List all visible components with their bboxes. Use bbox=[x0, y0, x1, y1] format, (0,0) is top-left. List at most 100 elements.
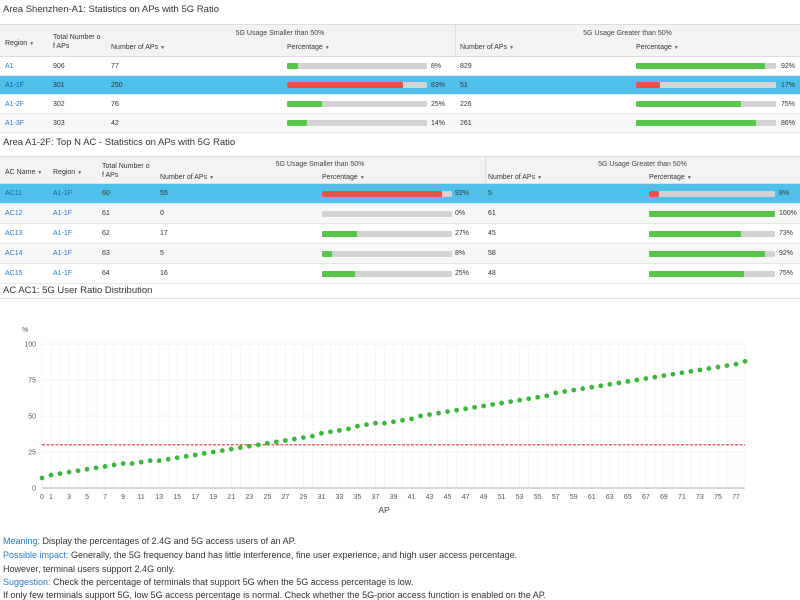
col-header-pct-greater[interactable]: Percentage ▼ bbox=[649, 174, 692, 181]
col-header-region[interactable]: Region ▼ bbox=[5, 40, 35, 47]
region-link[interactable]: A1-2F bbox=[5, 101, 25, 108]
col-header-num-smaller[interactable]: Number of APs ▼ bbox=[160, 174, 215, 181]
sort-caret-icon: ▼ bbox=[509, 45, 515, 51]
table-row[interactable]: AC12 A1-1F 61 0 0% 61 100% bbox=[0, 204, 800, 224]
data-point bbox=[472, 404, 478, 410]
sort-caret-icon: ▼ bbox=[37, 170, 43, 176]
num-aps-greater: 226 bbox=[460, 101, 472, 108]
x-tick-label: 69 bbox=[660, 494, 668, 501]
percentage-bar-smaller bbox=[322, 231, 452, 237]
data-point bbox=[66, 469, 72, 475]
data-point bbox=[400, 417, 405, 423]
region-link[interactable]: A1-1F bbox=[53, 210, 73, 217]
x-tick-label: 51 bbox=[498, 494, 506, 501]
bar-fill bbox=[287, 120, 307, 126]
num-aps-smaller: 42 bbox=[111, 120, 119, 127]
percentage-bar-greater bbox=[636, 82, 776, 88]
percentage-bar-smaller bbox=[322, 191, 452, 197]
group-header-greater: 5G Usage Greater than 50% bbox=[598, 161, 687, 168]
col-header-num-smaller[interactable]: Number of APs ▼ bbox=[111, 44, 166, 51]
ac-name-link[interactable]: AC15 bbox=[5, 270, 23, 277]
x-tick-label: 0 bbox=[40, 494, 44, 501]
num-aps-greater: 61 bbox=[488, 210, 496, 217]
section3-title: AC AC1: 5G User Ratio Distribution bbox=[3, 285, 153, 296]
region-link[interactable]: A1-1F bbox=[53, 270, 73, 277]
percentage-bar-greater bbox=[636, 101, 776, 107]
col-header-region[interactable]: Region ▼ bbox=[53, 169, 83, 176]
table-row[interactable]: AC11 A1-1F 60 55 92% 5 8% bbox=[0, 184, 800, 204]
data-point bbox=[607, 381, 613, 387]
num-aps-greater: 58 bbox=[488, 250, 496, 257]
col-header-ac-name[interactable]: AC Name ▼ bbox=[5, 169, 43, 176]
ac-name-link[interactable]: AC12 bbox=[5, 210, 23, 217]
x-tick-label: 11 bbox=[138, 494, 145, 501]
table-row[interactable]: A1-3F 303 42 14% 261 86% bbox=[0, 114, 800, 133]
total-aps: 302 bbox=[53, 101, 65, 108]
region-link[interactable]: A1-1F bbox=[53, 250, 73, 257]
y-tick-label: 50 bbox=[28, 414, 36, 421]
data-point bbox=[724, 363, 730, 368]
percentage-label-greater: 100% bbox=[779, 210, 797, 217]
ac-name-link[interactable]: AC13 bbox=[5, 230, 23, 237]
percentage-bar-greater bbox=[636, 120, 776, 126]
table-row[interactable]: AC13 A1-1F 62 17 27% 45 73% bbox=[0, 224, 800, 244]
col-header-pct-greater[interactable]: Percentage ▼ bbox=[636, 44, 679, 51]
region-link[interactable]: A1-1F bbox=[53, 230, 73, 237]
x-tick-label: 67 bbox=[642, 494, 650, 501]
percentage-bar-smaller bbox=[287, 82, 427, 88]
ac-name-link[interactable]: AC11 bbox=[5, 190, 22, 197]
data-point bbox=[418, 413, 423, 419]
col-header-pct-smaller[interactable]: Percentage ▼ bbox=[287, 44, 330, 51]
x-tick-label: 1 bbox=[49, 494, 53, 501]
suggestion-note-line2: If only few terminals support 5G, low 5G… bbox=[3, 590, 547, 600]
percentage-label-smaller: 25% bbox=[455, 270, 470, 277]
region-link[interactable]: A1-1F bbox=[53, 190, 73, 197]
table-row[interactable]: AC15 A1-1F 64 16 25% 48 75% bbox=[0, 264, 800, 284]
x-tick-label: 45 bbox=[444, 494, 452, 501]
sort-caret-icon: ▼ bbox=[324, 45, 330, 51]
percentage-bar-smaller bbox=[287, 120, 427, 126]
impact-label: Possible impact: bbox=[3, 550, 69, 560]
percentage-label-smaller: 92% bbox=[455, 190, 470, 197]
total-aps: 303 bbox=[53, 120, 65, 127]
num-aps-greater: 5 bbox=[488, 190, 492, 197]
table-row[interactable]: AC14 A1-1F 63 5 8% 58 92% bbox=[0, 244, 800, 264]
x-tick-label: 57 bbox=[552, 494, 560, 501]
table-row[interactable]: A1-2F 302 76 25% 226 75% bbox=[0, 95, 800, 114]
region-link[interactable]: A1 bbox=[5, 63, 14, 70]
x-tick-label: 3 bbox=[67, 494, 71, 501]
chart-divider bbox=[0, 298, 800, 299]
data-point bbox=[616, 380, 622, 386]
col-header-num-greater[interactable]: Number of APs ▼ bbox=[460, 44, 515, 51]
data-point bbox=[57, 471, 63, 476]
x-tick-label: 7 bbox=[103, 494, 107, 501]
group-header-smaller: 5G Usage Smaller than 50% bbox=[275, 161, 365, 168]
data-point bbox=[445, 409, 450, 415]
col-header-pct-smaller[interactable]: Percentage ▼ bbox=[322, 174, 365, 181]
x-tick-label: 47 bbox=[462, 494, 470, 501]
data-point bbox=[598, 383, 604, 389]
table-row[interactable]: A1-1F 301 250 83% 51 17% bbox=[0, 76, 800, 95]
sort-caret-icon: ▼ bbox=[209, 175, 215, 181]
x-tick-label: 5 bbox=[85, 494, 89, 501]
data-point bbox=[382, 420, 387, 426]
col-header-num-greater[interactable]: Number of APs ▼ bbox=[488, 174, 543, 181]
data-point bbox=[436, 410, 441, 416]
table-body: AC11 A1-1F 60 55 92% 5 8% AC12 A1-1F 61 0 0% 61 100% A… bbox=[0, 184, 800, 284]
bar-fill bbox=[649, 191, 660, 197]
data-point bbox=[643, 376, 649, 381]
percentage-label-greater: 75% bbox=[781, 101, 796, 108]
x-tick-label: 37 bbox=[372, 494, 380, 501]
region-link[interactable]: A1-3F bbox=[5, 120, 25, 127]
ac-name-link[interactable]: AC14 bbox=[5, 250, 23, 257]
percentage-bar-smaller bbox=[287, 63, 427, 69]
table-header: 5G Usage Smaller than 50% 5G Usage Great… bbox=[0, 25, 800, 57]
region-link[interactable]: A1-1F bbox=[5, 82, 25, 89]
table-row[interactable]: A1 906 77 8% 829 92% bbox=[0, 57, 800, 76]
data-point bbox=[174, 455, 180, 461]
percentage-label-smaller: 0% bbox=[455, 210, 466, 217]
bar-fill bbox=[636, 63, 765, 69]
impact-note-line2: However, terminal users support 2.4G onl… bbox=[3, 564, 175, 574]
